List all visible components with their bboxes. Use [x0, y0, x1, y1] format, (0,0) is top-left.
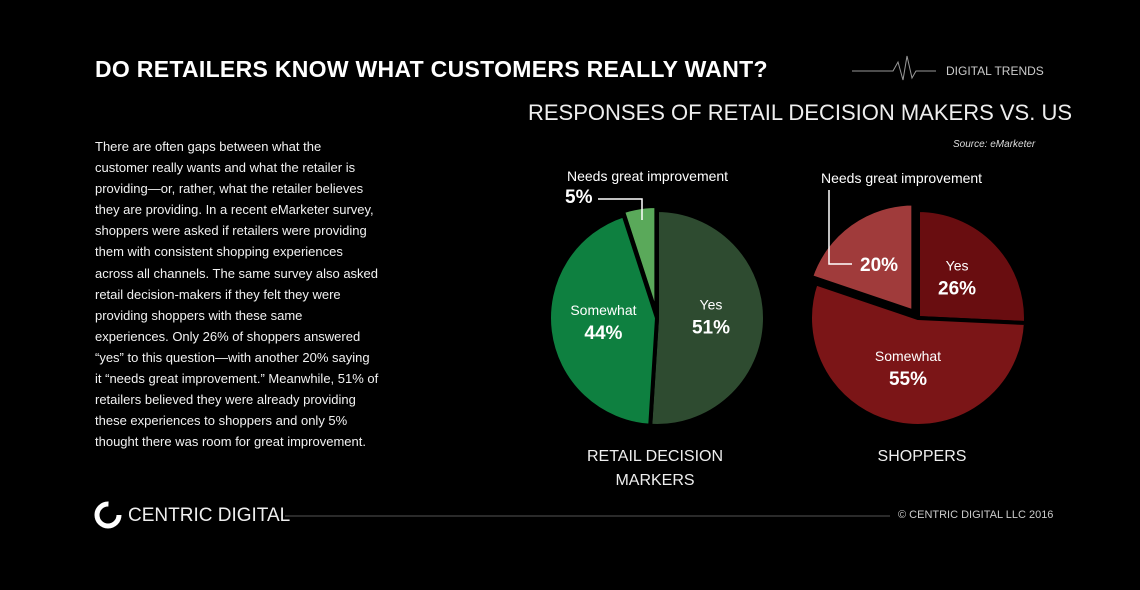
body-line: experiences. Only 26% of shoppers answer… [95, 328, 361, 344]
leader-line [598, 198, 643, 220]
body-line: providing shoppers with these same [95, 307, 303, 323]
slice-value: 44% [584, 323, 622, 344]
pie-slice [808, 201, 916, 315]
leader-line [828, 190, 852, 265]
body-line: “yes” to this question—with another 20% … [95, 349, 370, 365]
slice-label: Somewhat [875, 348, 941, 364]
body-line: retailers believed they were already pro… [95, 392, 356, 408]
slice-value: 26% [938, 279, 976, 300]
body-line: thought there was room for great improve… [95, 434, 366, 450]
copyright: © CENTRIC DIGITAL LLC 2016 [898, 509, 1054, 521]
body-line: There are often gaps between what the [95, 139, 322, 154]
source: Source: eMarketer [953, 139, 1036, 150]
slice-label: Somewhat [570, 302, 636, 318]
pie-slice [620, 204, 659, 315]
body-text: There are often gaps between what the cus… [95, 136, 378, 452]
body-line: providing—or, rather, what the retailer … [95, 181, 364, 197]
body-line: they are providing. In a recent eMarkete… [95, 202, 374, 218]
body-line: retail decision-makers if they felt they… [95, 286, 341, 302]
slice-value: 20% [860, 255, 898, 276]
slice-label: Yes [946, 258, 969, 274]
body-line: them with consistent shopping experience… [95, 244, 343, 260]
chart-title: SHOPPERS [877, 448, 967, 465]
body-line: customer really wants and what the retai… [95, 160, 356, 176]
subtitle: RESPONSES OF RETAIL DECISION MAKERS VS. … [528, 100, 1073, 125]
slice-label: Yes [700, 297, 723, 313]
pie-slice [547, 212, 660, 428]
body-line: these experiences to shoppers and only 5… [95, 413, 348, 429]
slice-label: Needs great improvement [567, 168, 728, 184]
slice-value: 55% [889, 369, 927, 390]
body-line: shoppers were asked if retailers were pr… [95, 223, 367, 239]
logo [94, 501, 122, 529]
slice-value: 5% [565, 187, 593, 208]
pie-slice [808, 280, 1028, 428]
body-line: across all channels. The same survey als… [95, 265, 379, 281]
tag: DIGITAL TRENDS [946, 64, 1044, 78]
body-line: it “needs great improvement.” Meanwhile,… [95, 371, 379, 387]
title: DO RETAILERS KNOW WHAT CUSTOMERS REALLY … [95, 56, 768, 82]
pie-slice [916, 207, 1028, 326]
slice-value: 51% [692, 318, 730, 339]
slice-label: Needs great improvement [821, 170, 982, 186]
pie-slice [648, 207, 767, 428]
chart-title: RETAIL DECISION MARKERS [586, 448, 724, 489]
pulse-line [852, 55, 936, 81]
brand: CENTRIC DIGITAL [128, 505, 291, 526]
